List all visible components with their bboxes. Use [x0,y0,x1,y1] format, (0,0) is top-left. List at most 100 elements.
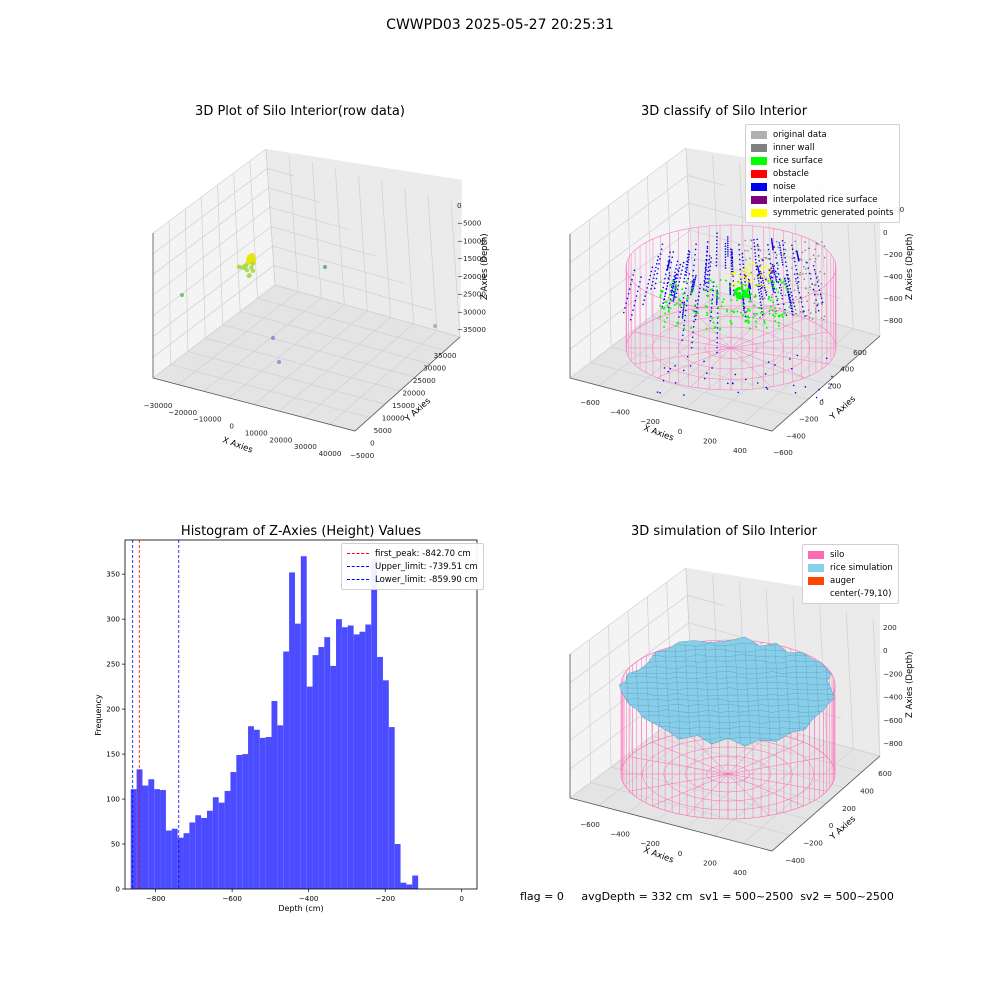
legend-entry: silo [808,548,893,561]
panel2-wall-point [800,259,803,261]
panel2-noise-point [703,284,705,286]
panel1-xtick: −30000 [144,401,173,410]
panel2-rice-point [661,290,664,293]
panel2-wall-point [745,259,747,261]
histogram-bar [154,789,161,889]
panel4-ztick: −400 [883,693,903,702]
panel2-rice-point [737,291,742,295]
panel2-wall-point [808,317,811,319]
panel2-noise-point [693,315,696,318]
panel2-noise-point [786,274,789,276]
panel2-noise-point [695,314,697,317]
panel2-noise-point [771,244,774,246]
panel2-noise-point [821,301,824,304]
panel2-noise-point [729,289,731,292]
panel2-noise-point [677,269,679,271]
panel2-symmetric-point [739,284,742,287]
panel2-noise-point [814,273,817,275]
histogram-bar [271,701,278,889]
panel2-noise-point [774,251,776,254]
panel2-noise-point [682,313,684,316]
panel2-wall-point [768,282,770,285]
panel2-wall-point [810,312,812,315]
rice-mesh-line [694,644,702,747]
panel2-wall-point [816,243,819,246]
panel2-noise-point [654,270,656,272]
silo-floor-spoke [629,756,729,775]
histogram-bar [253,729,260,889]
panel2-noise-point [785,314,788,316]
panel2-noise-point [674,274,677,276]
panel2-noise-point [757,285,759,288]
histogram-bar [412,875,419,889]
legend-line-sample [347,566,369,567]
panel2-noise-point [681,315,684,317]
panel2-noise-point [660,248,663,250]
panel2-noise-point [759,285,761,287]
panel2-noise-point [784,277,786,280]
panel2-noise-point [704,271,706,274]
panel2-noise-point [689,365,692,367]
panel2-noise-point [698,291,701,294]
legend-label: original data [773,129,827,140]
panel2-xtick: −400 [610,408,630,417]
silo-floor-spoke [730,347,806,378]
panel2-noise-point [678,280,681,283]
panel2-wall-point [771,309,774,312]
panel2-wall-point [800,297,802,300]
panel2-noise-point [694,278,696,281]
panel2-noise-point [690,293,692,296]
histogram-ytick-label: 50 [111,840,121,849]
panel2-noise-point [663,367,666,369]
panel2-noise-point [767,244,769,246]
panel2-rice-point [778,315,781,318]
panel2-noise-point [674,381,677,384]
panel2-noise-point [676,260,679,263]
panel2-noise-point [757,268,760,270]
panel2-noise-point [755,268,758,271]
panel2-noise-point [659,392,661,394]
panel2-noise-point [756,265,759,267]
panel2-noise-point [709,269,711,272]
panel1-ytick: 30000 [423,364,446,373]
panel2-noise-point [768,253,771,256]
panel4-3d-axes: −600 −400 −200 0 200 400 −400 −200 0 200 400 600 200… [569,567,915,877]
panel2-noise-point [674,292,676,294]
panel2-rice-point [711,288,714,291]
histogram-ytick-label: 350 [106,570,120,579]
panel2-noise-point [804,315,806,317]
panel2-wall-point [771,293,773,296]
panel2-wall-point [815,242,818,244]
panel2-rice-point [745,316,748,319]
panel2-noise-point [731,249,733,251]
histogram-bar [212,797,219,889]
histogram-bar [312,655,319,889]
panel2-noise-point [692,326,695,328]
panel2-interp-point [771,270,774,273]
panel2-wall-point [760,264,762,266]
panel2-noise-point [732,280,735,282]
panel2-noise-point [673,295,676,297]
legend-label: auger [830,575,855,586]
panel2-rice-point [670,299,673,302]
panel2-noise-point [757,269,760,272]
panel2-rice-point [663,320,666,323]
panel2-noise-point [788,293,791,296]
panel2-xtick: −200 [640,417,660,426]
panel2-rice-point [754,320,757,323]
legend-entry: Lower_limit: -859.90 cm [347,573,478,586]
panel2-noise-point [776,276,778,278]
panel2-wall-point [807,309,810,312]
panel2-noise-point [724,256,727,258]
rice-mesh-line [624,676,835,680]
panel2-noise-point [693,278,695,281]
panel2-noise-point [774,273,776,275]
panel2-noise-point [715,303,718,305]
panel2-noise-point [808,272,811,275]
panel2-noise-point [651,266,654,269]
panel2-symmetric-point [762,284,765,287]
histogram-bar [195,815,202,889]
panel2-rice-point [722,298,725,301]
panel2-noise-point [682,329,685,332]
panel2-noise-point [761,295,764,298]
